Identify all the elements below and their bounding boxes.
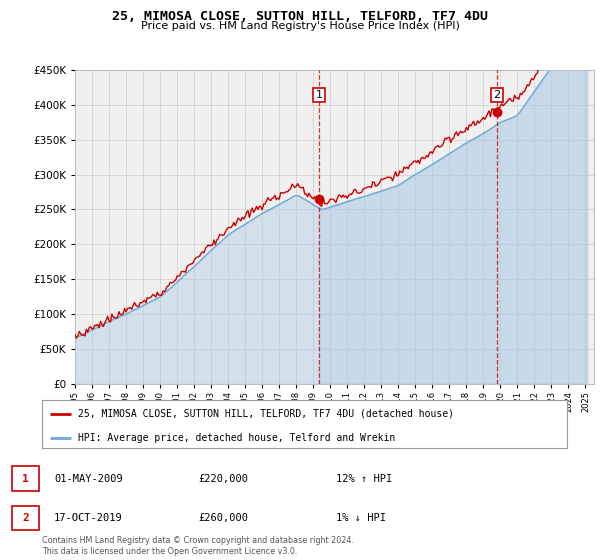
Text: 25, MIMOSA CLOSE, SUTTON HILL, TELFORD, TF7 4DU: 25, MIMOSA CLOSE, SUTTON HILL, TELFORD, …	[112, 10, 488, 23]
Text: 1: 1	[316, 90, 322, 100]
Text: 25, MIMOSA CLOSE, SUTTON HILL, TELFORD, TF7 4DU (detached house): 25, MIMOSA CLOSE, SUTTON HILL, TELFORD, …	[78, 409, 454, 419]
Text: HPI: Average price, detached house, Telford and Wrekin: HPI: Average price, detached house, Telf…	[78, 432, 395, 442]
Text: £220,000: £220,000	[198, 474, 248, 484]
Text: 12% ↑ HPI: 12% ↑ HPI	[336, 474, 392, 484]
Text: 17-OCT-2019: 17-OCT-2019	[54, 513, 123, 523]
Text: 2: 2	[493, 90, 500, 100]
Text: 2: 2	[22, 513, 29, 523]
Text: 01-MAY-2009: 01-MAY-2009	[54, 474, 123, 484]
Text: Contains HM Land Registry data © Crown copyright and database right 2024.
This d: Contains HM Land Registry data © Crown c…	[42, 536, 354, 556]
Text: 1% ↓ HPI: 1% ↓ HPI	[336, 513, 386, 523]
Text: £260,000: £260,000	[198, 513, 248, 523]
Text: 1: 1	[22, 474, 29, 484]
Text: Price paid vs. HM Land Registry's House Price Index (HPI): Price paid vs. HM Land Registry's House …	[140, 21, 460, 31]
